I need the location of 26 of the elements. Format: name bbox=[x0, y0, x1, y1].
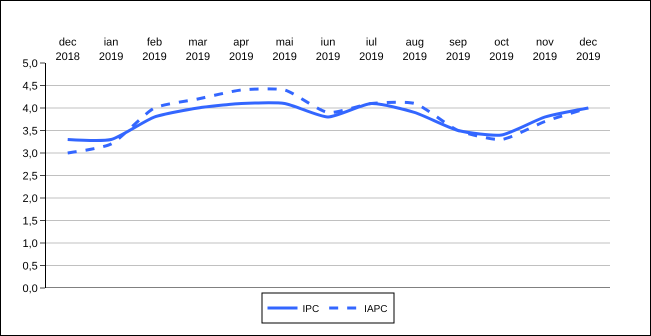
y-tick-label: 4,0 bbox=[22, 102, 38, 115]
x-tick-label: dec 2018 bbox=[55, 36, 80, 63]
x-tick-label: dec 2019 bbox=[576, 36, 601, 63]
x-tick-label: mai 2019 bbox=[272, 36, 297, 63]
x-tick-label: feb 2019 bbox=[142, 36, 167, 63]
x-tick-label: apr 2019 bbox=[228, 36, 254, 63]
y-tick-label: 5,0 bbox=[22, 58, 38, 70]
y-tick-label: 4,5 bbox=[22, 80, 38, 92]
legend-label: IAPC bbox=[364, 304, 388, 315]
y-tick-label: 3,0 bbox=[22, 148, 38, 160]
y-tick-label: 3,5 bbox=[22, 125, 38, 138]
y-tick-label: 1,5 bbox=[22, 215, 38, 228]
x-tick-label: iul 2019 bbox=[359, 36, 384, 63]
y-tick-label: 2,5 bbox=[22, 170, 38, 182]
y-tick-label: 1,0 bbox=[22, 238, 38, 250]
x-tick-label: oct 2019 bbox=[489, 36, 514, 63]
y-tick-label: 2,0 bbox=[22, 192, 38, 205]
y-tick-label: 0,5 bbox=[22, 260, 38, 272]
x-tick-label: ian 2019 bbox=[98, 36, 124, 63]
legend-label: IPC bbox=[302, 304, 320, 315]
x-tick-label: sep 2019 bbox=[446, 36, 470, 63]
x-tick-label: iun 2019 bbox=[316, 36, 340, 63]
x-tick-label: aug 2019 bbox=[402, 36, 428, 63]
y-tick-label: 0,0 bbox=[22, 282, 38, 295]
x-tick-label: mar 2019 bbox=[186, 36, 210, 63]
x-tick-label: nov 2019 bbox=[532, 36, 558, 63]
